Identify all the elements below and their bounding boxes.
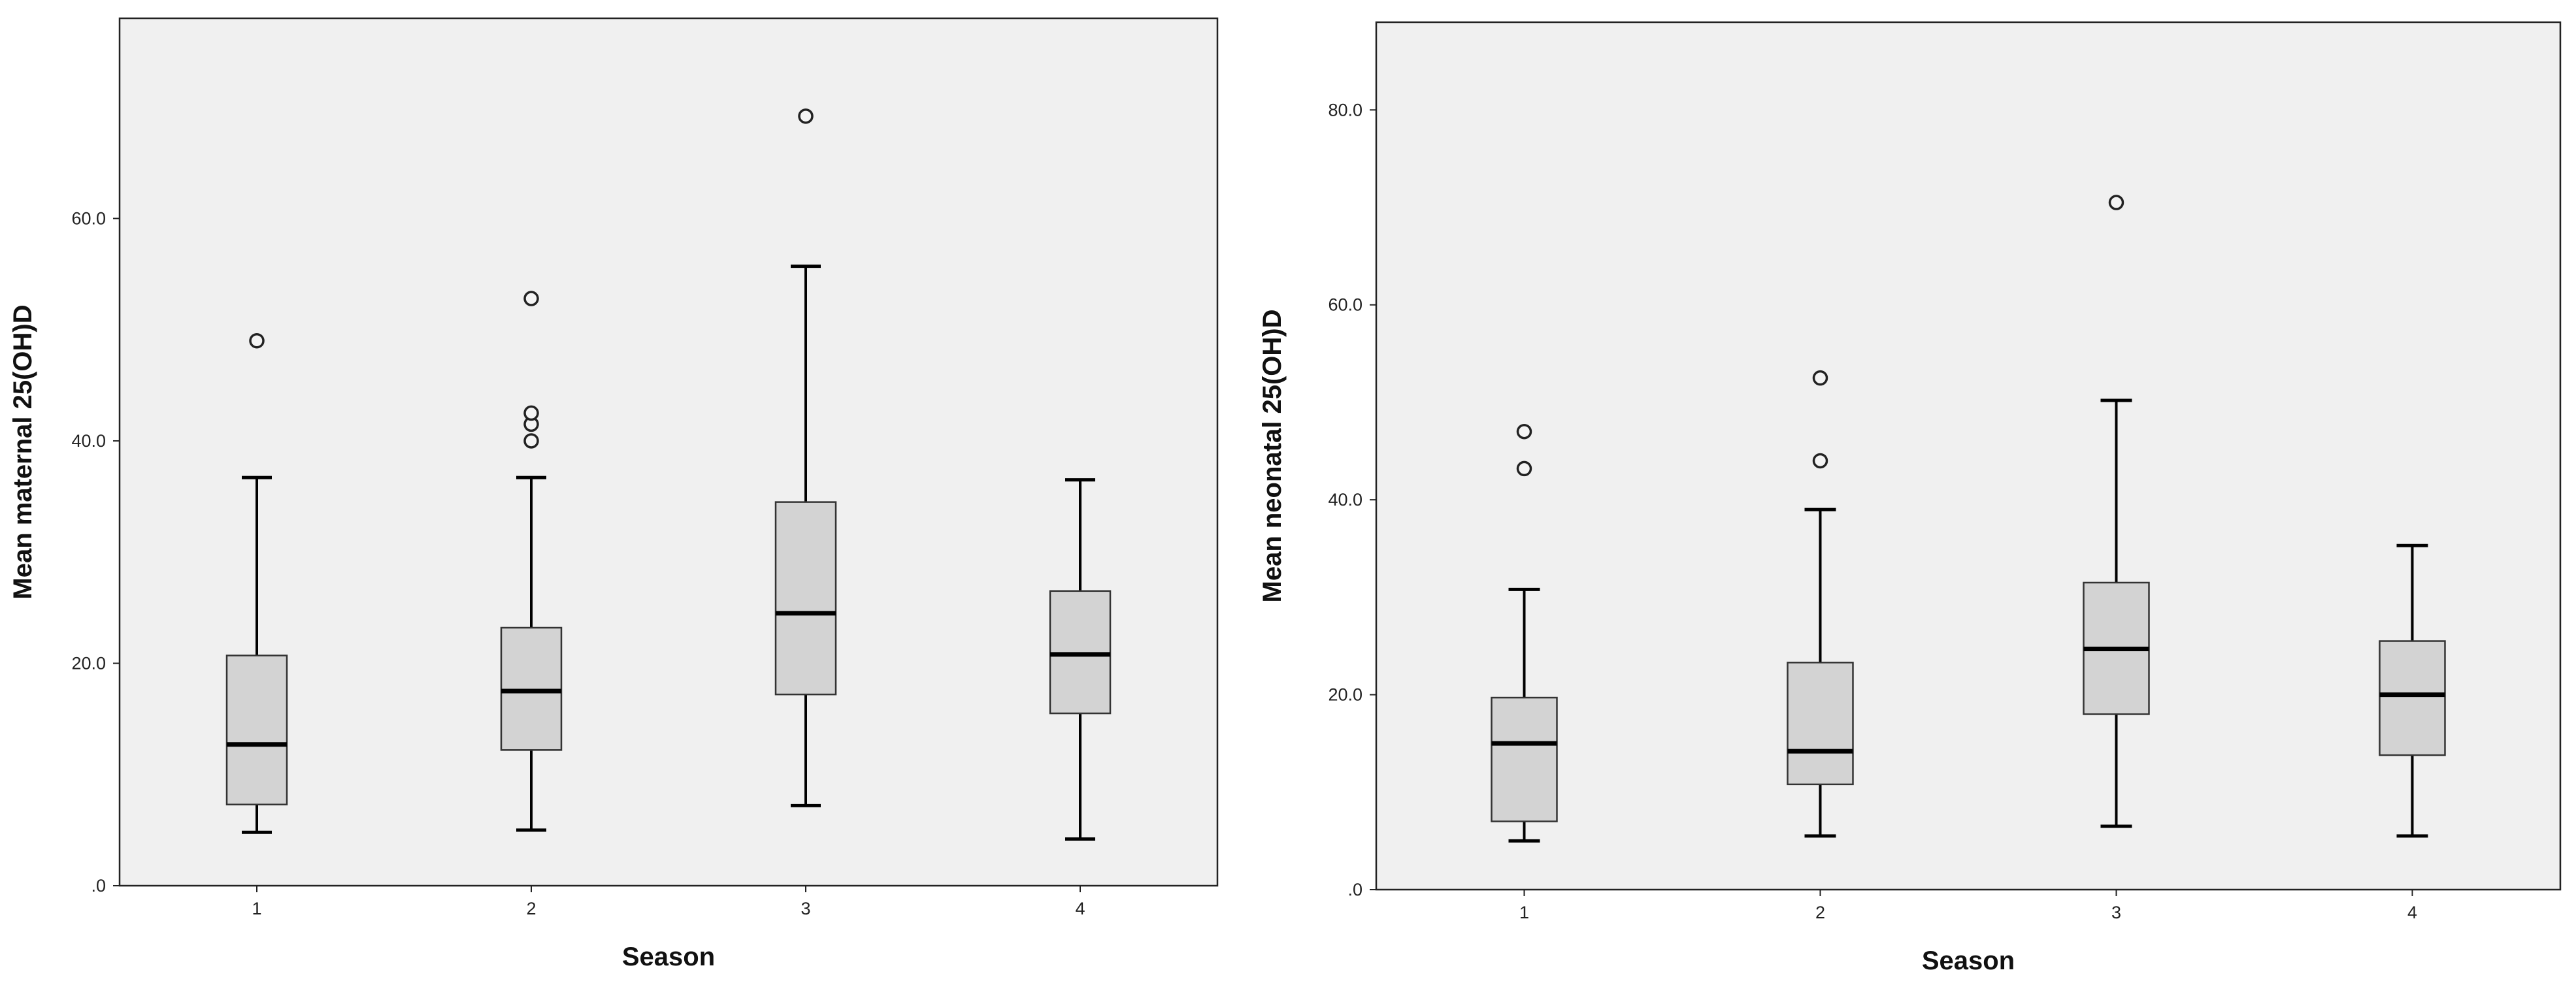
neonatal-boxplot-panel: .0 20.0 40.0 60.0 80.0 1 2 3 4 Mean neonatal 25(O… [1258,21,2562,975]
maternal-boxplot-panel: .0 20.0 40.0 60.0 1 2 3 4 Mean maternal 25(OH)D S… [8,17,1219,971]
y-axis-title: Mean neonatal 25(OH)D [1258,310,1287,603]
x-tick-label: 1 [252,899,261,918]
box-season-1 [1491,423,1558,843]
y-tick-label: 60.0 [1328,295,1362,315]
iqr-box [774,501,837,696]
outlier-point [798,108,814,124]
x-tick-label: 4 [1075,899,1085,918]
x-axis-title: Season [1922,946,2015,975]
outlier-point [1812,453,1828,469]
outlier-point [1516,423,1532,440]
y-tick-label: 20.0 [71,653,106,673]
x-tick-label: 2 [1815,903,1825,922]
plot-area [1375,21,2562,891]
outlier-point [523,291,539,306]
outlier-point [249,332,265,349]
iqr-box [1491,696,1558,822]
x-tick-label: 1 [1519,903,1529,922]
outlier-point [1812,370,1828,386]
y-axis-title: Mean maternal 25(OH)D [8,304,37,599]
y-tick-label: 40.0 [71,431,106,451]
iqr-box [2379,640,2446,756]
box-season-4 [1049,478,1112,841]
iqr-box [1787,662,1854,786]
plot-area [118,17,1219,887]
iqr-box [225,654,288,805]
outlier-point [523,405,539,421]
box-season-2 [1787,370,1854,838]
y-tick-label: 60.0 [71,208,106,228]
outlier-point [1516,460,1532,477]
box-season-4 [2379,543,2446,838]
x-tick-label: 3 [2111,903,2121,922]
y-tick-label: .0 [1347,880,1362,899]
x-tick-label: 4 [2407,903,2417,922]
box-season-1 [225,332,288,834]
box-season-3 [2083,195,2150,828]
x-tick-label: 2 [526,899,536,918]
y-tick-label: .0 [91,876,106,896]
outlier-point [523,433,539,449]
y-tick-label: 20.0 [1328,685,1362,705]
x-axis-title: Season [622,943,715,971]
box-season-2 [500,291,563,832]
box-season-3 [774,108,837,807]
y-tick-label: 40.0 [1328,490,1362,509]
outlier-point [2108,195,2124,210]
x-tick-label: 3 [801,899,810,918]
y-tick-label: 80.0 [1328,100,1362,120]
